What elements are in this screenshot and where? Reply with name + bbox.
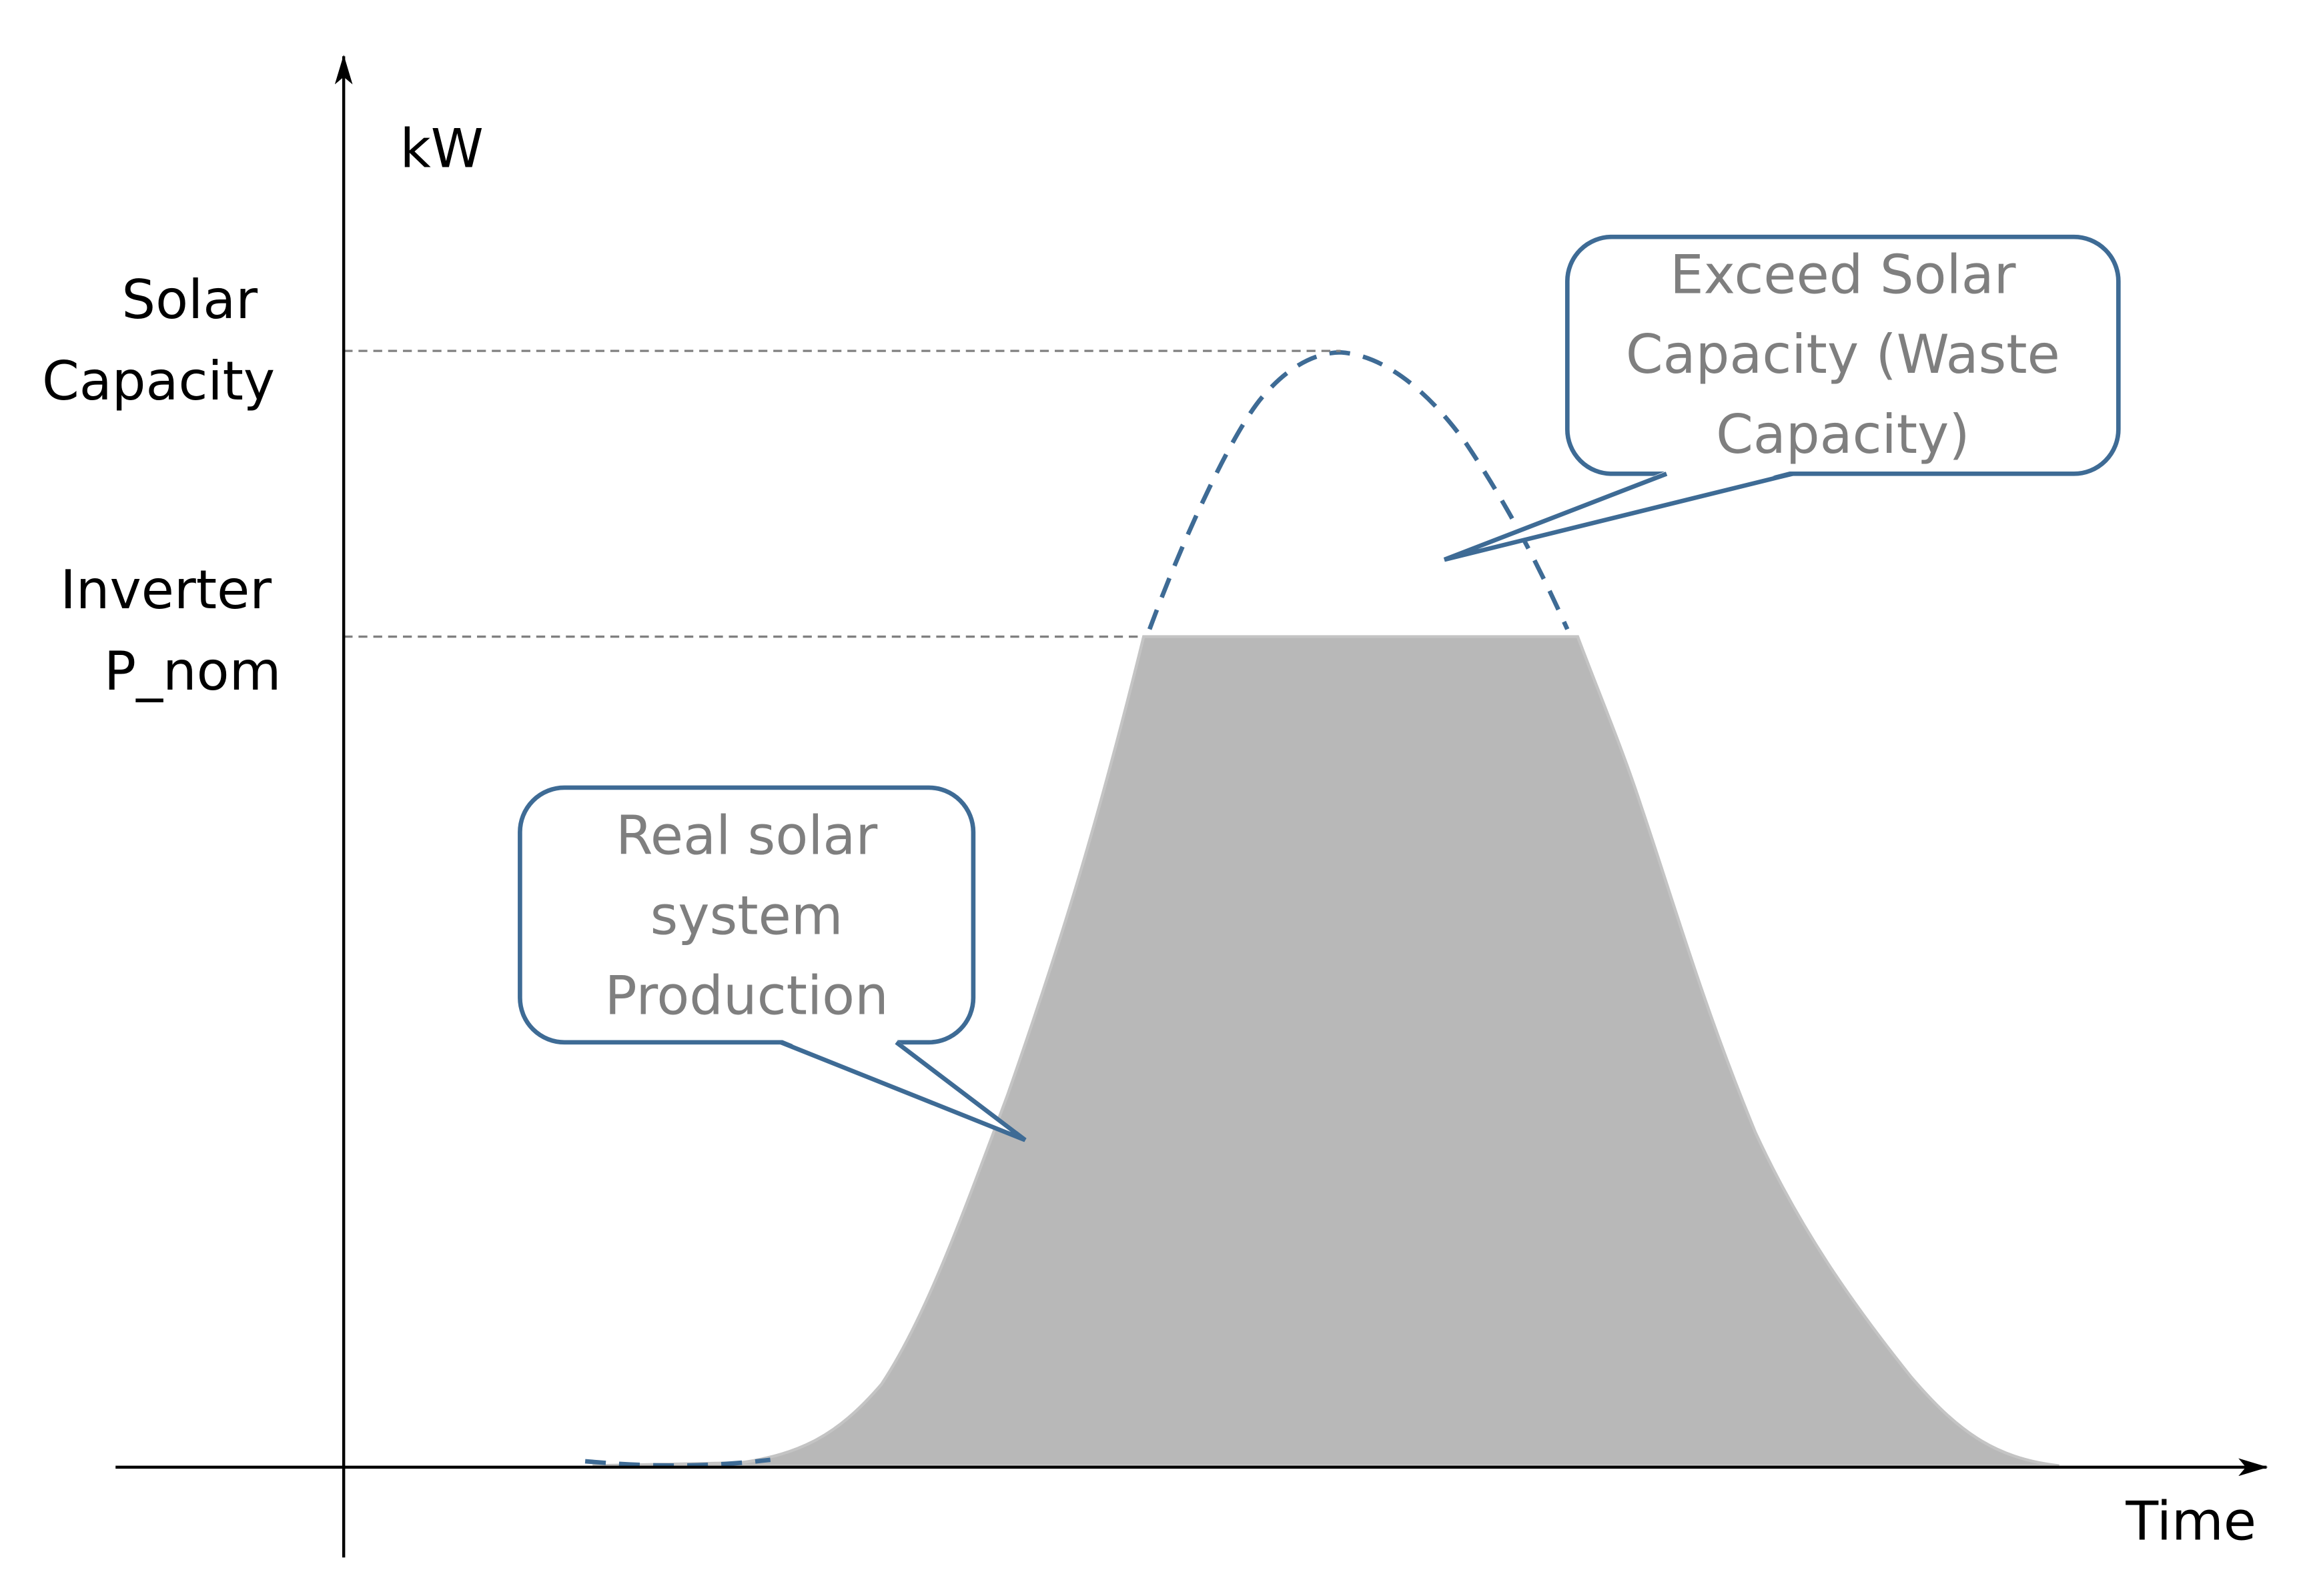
level-label: Inverter [60,559,272,621]
level-label: Solar [121,269,258,331]
level-label: Capacity [42,350,275,412]
callout-text: Exceed Solar [1670,243,2016,305]
y-axis-label: kW [400,118,484,180]
callout-text: Capacity) [1716,404,1969,466]
callout-box [518,785,976,1045]
x-axis-label: Time [2125,1490,2256,1552]
callout-text: Real solar [616,805,877,867]
potential-curve [1147,349,1570,630]
callout-text: Production [605,964,889,1026]
level-label: P_nom [104,640,282,702]
production-area [592,635,2059,1467]
callout-box [1564,234,2121,476]
potential-curve-tail [584,1457,771,1468]
callout-text: system [650,885,843,947]
callout-tail [779,1040,1027,1142]
callout-tail [1443,472,1793,562]
callout-text: Capacity (Waste [1626,323,2060,385]
